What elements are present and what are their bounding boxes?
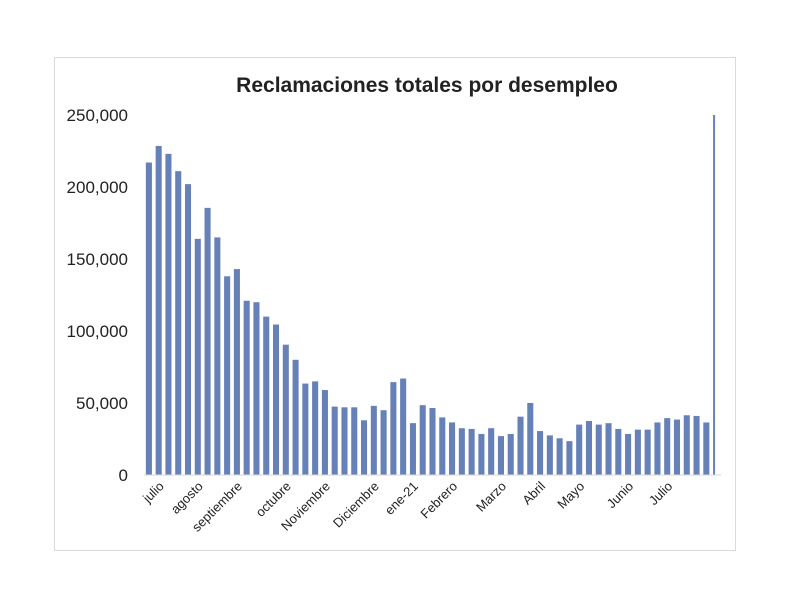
bar [488,428,495,475]
bar [272,324,280,475]
bar [194,238,201,475]
bar [155,145,162,475]
bar [634,429,641,475]
bar [478,433,485,475]
bar [507,433,514,475]
bar [429,408,436,475]
bar [145,162,152,475]
bar [585,421,592,475]
bar [468,428,475,475]
bar [605,423,612,475]
bar [449,422,456,475]
bar [263,316,270,475]
bars [145,115,716,475]
bar [204,207,211,475]
bar [566,441,573,475]
bar [537,431,544,475]
x-tick-label: Febrero [417,479,460,522]
bar [233,269,240,475]
y-tick-label: 100,000 [67,322,128,341]
bar [654,422,661,475]
y-tick-label: 200,000 [67,178,128,197]
bar [380,410,387,475]
bar [527,403,534,475]
bar [615,428,622,475]
y-tick-label: 0 [119,466,128,485]
bar [703,422,710,475]
x-tick-label: Julio [646,479,676,509]
y-axis: 0 50,000 100,000 150,000 200,000 250,000 [67,106,128,485]
bar [713,115,716,475]
bar [517,416,524,475]
bar [595,424,602,475]
x-tick-label: Junio [604,479,637,512]
x-tick-label: Abril [519,478,548,507]
y-tick-label: 150,000 [67,250,128,269]
bar [390,382,397,475]
bar [302,383,309,475]
chart-frame: Reclamaciones totales por desempleo 0 50,… [54,57,736,551]
bar [175,171,182,475]
bar [683,415,690,475]
bar [214,237,221,475]
bar [331,406,338,475]
x-tick-label: Mayo [554,479,587,512]
x-tick-label: julio [139,479,167,507]
bar [292,359,299,475]
bar [224,276,231,475]
y-tick-label: 50,000 [76,394,128,413]
bar [625,433,632,475]
bar [458,428,465,475]
bar [409,423,416,475]
bar [321,390,328,475]
bar [341,407,348,475]
y-tick-label: 250,000 [67,106,128,125]
x-tick-label: Marzo [473,479,509,515]
bar [165,153,172,475]
bar [312,381,319,475]
bar [497,436,504,475]
bar [351,407,358,475]
bar [693,415,700,475]
bar [644,429,651,475]
bar [282,344,289,475]
bar-chart: Reclamaciones totales por desempleo 0 50,… [67,74,721,535]
x-tick-label: ene-21 [382,479,421,518]
bar [400,378,407,475]
bar [370,405,377,475]
bar [253,302,260,475]
x-tick-label: Diciembre [330,479,382,531]
bar [243,300,250,475]
bar [184,184,192,475]
x-tick-label: agosto [168,479,206,517]
bar [664,418,671,475]
bar [556,438,563,475]
bar [673,419,681,475]
chart-title: Reclamaciones totales por desempleo [236,74,618,97]
bar [361,420,368,475]
bar [419,405,426,475]
bar [439,417,446,475]
bar [546,435,553,475]
bar [576,424,583,475]
